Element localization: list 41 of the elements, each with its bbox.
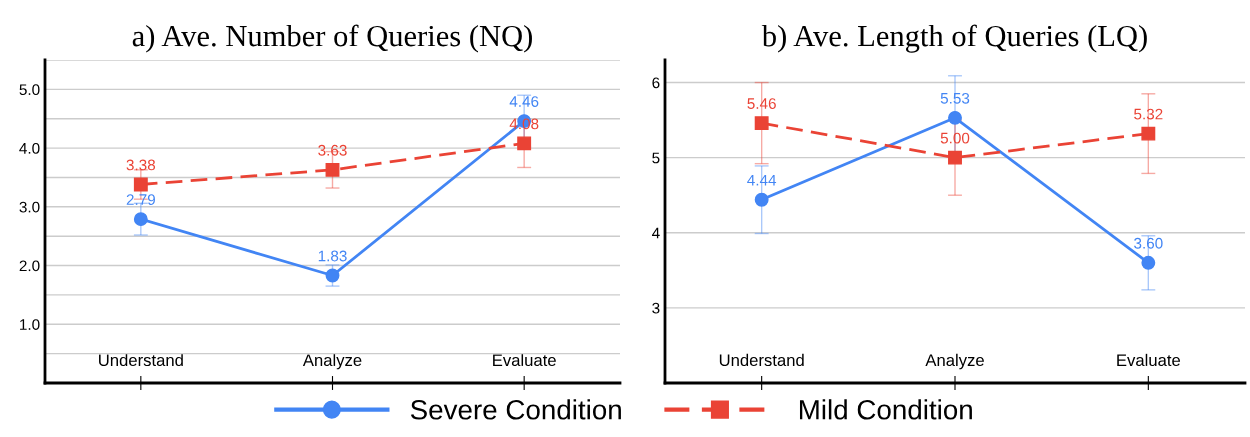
point <box>325 162 340 177</box>
x-tick-label: Analyze <box>925 353 984 370</box>
data-label: 4.46 <box>509 96 539 107</box>
data-label: 3.63 <box>318 144 347 156</box>
data-label: 3.38 <box>126 159 156 171</box>
point <box>517 136 532 151</box>
y-tick-label: 3.0 <box>19 201 40 213</box>
point <box>754 116 769 131</box>
x-tick-label: Understand <box>719 353 804 367</box>
data-label: 1.83 <box>318 250 347 262</box>
x-tick-label: Evaluate <box>1117 353 1181 367</box>
data-label: 4.44 <box>747 174 777 186</box>
legend-label: Severe Condition <box>410 399 621 420</box>
point <box>948 150 962 165</box>
data-label: 3.60 <box>1134 237 1163 249</box>
y-tick-label: 5 <box>652 152 660 164</box>
data-label: 5.46 <box>747 98 776 109</box>
point <box>754 192 769 207</box>
x-tick-label: Evaluate <box>493 353 556 367</box>
point <box>325 268 340 283</box>
data-label: 5.53 <box>940 92 970 104</box>
data-label: 5.00 <box>940 132 970 144</box>
y-tick-label: 5.0 <box>19 84 40 96</box>
y-tick-label: 4.0 <box>19 142 40 154</box>
data-label: 2.79 <box>126 194 155 206</box>
point <box>948 110 962 125</box>
point <box>1141 126 1156 141</box>
legend-label: Mild Condition <box>799 399 972 420</box>
point <box>1141 255 1156 270</box>
point <box>133 212 148 227</box>
y-tick-label: 1.0 <box>20 319 40 330</box>
chart-title: a) Ave. Number of Queries (NQ) <box>132 24 532 53</box>
y-tick-label: 6 <box>652 77 660 89</box>
x-tick-label: Understand <box>99 353 183 367</box>
x-tick-label: Analyze <box>302 353 362 370</box>
chart-title: b) Ave. Length of Queries (LQ) <box>761 24 1147 53</box>
y-tick-label: 4 <box>651 227 660 239</box>
point <box>133 177 148 192</box>
y-tick-label: 3 <box>652 302 660 314</box>
data-label: 5.32 <box>1134 108 1163 120</box>
y-tick-label: 2.0 <box>19 260 40 272</box>
